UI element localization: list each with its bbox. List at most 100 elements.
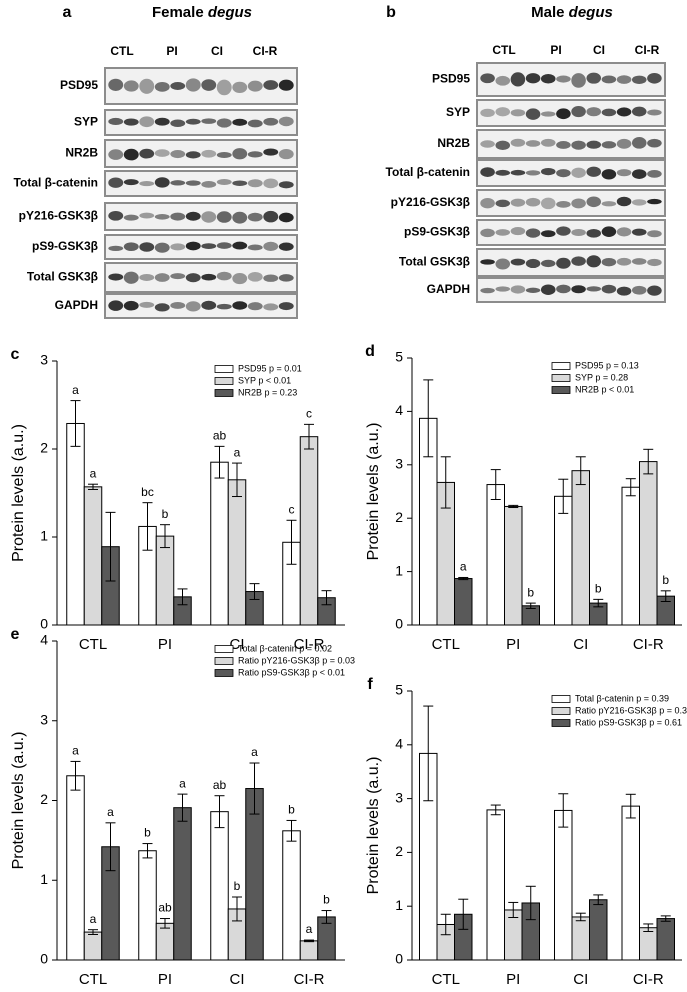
significance-letter: a [179,776,186,790]
blot-band [247,244,263,251]
blot-band [123,300,139,311]
error-bar [490,469,501,501]
blot-band [201,243,217,250]
significance-letter: ab [158,901,172,915]
blot-band [170,82,186,90]
blot-band [480,287,495,294]
blot-band [556,257,571,269]
blot-band [278,242,294,251]
y-tick-label: 1 [395,562,403,578]
legend-label: NR2B p < 0.01 [575,384,634,394]
y-tick-label: 1 [40,871,48,887]
y-tick-label: 3 [395,789,403,805]
blot-band [525,73,541,84]
blot-band [510,227,526,236]
error-bar [232,462,242,498]
significance-letter: b [662,573,669,587]
blot-band [647,230,662,238]
blot-band [185,301,201,312]
error-bar [304,423,314,450]
blot-band [170,212,186,221]
blot-row-label: Total GSK3β [399,255,470,269]
significance-letter: b [323,893,330,907]
error-bar [286,519,297,565]
error-bar [525,602,536,609]
blot-band [123,179,139,186]
error-bar [593,894,604,906]
error-bar [558,478,569,514]
y-tick-label: 2 [395,509,403,525]
blot-band [263,303,279,311]
significance-letter: a [72,383,79,397]
blot-band [123,271,139,284]
bar [554,495,573,626]
blot-band [263,210,279,223]
blot-band [232,273,248,285]
bar [138,850,157,961]
blot-band [201,211,217,223]
blot-band [495,229,511,236]
blot-band [139,181,155,187]
blot-band [525,228,541,238]
blot-title-main: Male [531,4,564,21]
blot-title: Female degus [152,4,252,21]
error-bar [88,929,98,935]
blot-band [586,196,602,208]
error-bar [105,511,116,582]
error-bar [70,760,81,791]
blot-title-italic: degus [569,4,613,21]
blot-band [601,108,617,117]
blot-band [525,140,541,147]
blot-band [154,273,170,282]
y-tick-label: 1 [395,897,403,913]
blot-band [263,117,279,126]
blot-band [278,274,294,282]
bar [210,461,229,626]
bar [656,918,675,961]
y-tick-label: 3 [395,456,403,472]
blot-band [247,179,263,188]
blot-band [601,141,617,149]
bar [486,809,505,961]
blot-band [216,118,232,128]
blot-band [139,273,155,281]
blot-band [540,197,556,210]
blot-band [540,74,556,84]
blot-band [571,105,586,118]
blot-band [647,258,662,267]
blot-band [263,80,279,90]
legend-swatch [214,377,234,385]
blot-band [571,167,586,178]
blot-band [185,211,201,221]
blot-row-label: Total β-catenin [14,176,98,190]
bar [173,807,192,961]
legend-label: SYP p < 0.01 [238,375,291,385]
blot-band [247,119,263,128]
blot-band [139,78,155,94]
error-bar [575,456,586,486]
blot-band [540,138,556,147]
blot-band [232,180,248,186]
bar [155,922,175,961]
blot-band [616,286,632,296]
significance-letter: ab [213,778,227,792]
blot-band [480,140,495,148]
blot-row-label: PSD95 [432,72,470,86]
y-tick-label: 4 [395,736,403,752]
blot-band [154,149,170,157]
blot-band [480,228,495,238]
error-bar [423,705,434,802]
blot-band [601,257,617,267]
y-tick-label: 0 [395,616,403,632]
bar [571,470,590,626]
blot-band [232,211,248,224]
bar [621,486,640,626]
blot-band [185,151,201,159]
bar [299,940,319,961]
blot-band [108,300,124,311]
bar [282,830,301,961]
bar [66,422,85,626]
legend-label: Ratio pY216-GSK3β p = 0.35 [575,705,687,715]
y-tick-label: 2 [40,791,48,807]
blot-band [616,107,632,117]
